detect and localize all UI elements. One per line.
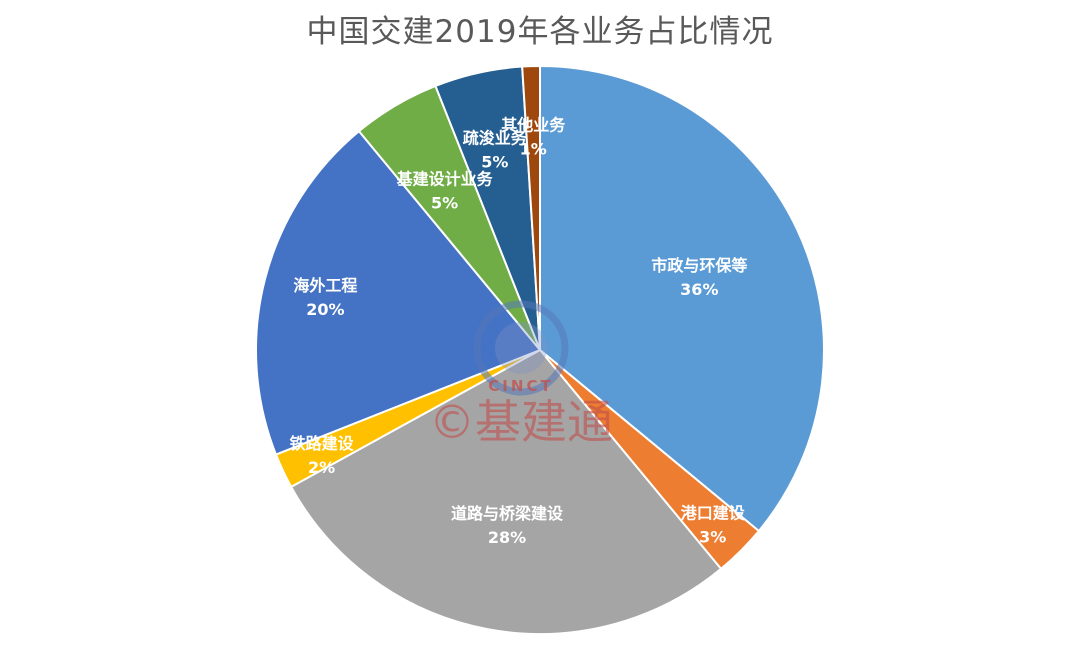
pie-slices [255,64,825,635]
watermark-brand-text: ©基建通 [429,395,613,449]
slice-category-label: 道路与桥梁建设 [451,504,564,523]
slice-value-label: 5% [481,153,508,172]
slice-value-label: 2% [308,458,335,477]
slice-category-label: 基建设计业务 [396,170,494,189]
watermark-ring-inner [495,322,547,374]
slice-category-label: 其他业务 [501,115,566,134]
slice-category-label: 港口建设 [681,504,746,523]
chart-title: 中国交建2019年各业务占比情况 [306,14,774,50]
slice-value-label: 28% [488,528,526,547]
slice-value-label: 1% [520,139,547,158]
watermark-cinct-text: CINCT [488,377,553,395]
slice-category-label: 疏浚业务 [463,129,528,148]
watermark: CINCT ©基建通 [429,300,613,449]
pie-labels: 市政与环保等 36% 港口建设 3% 道路与桥梁建设 28% 铁路建设 2% 海外工程 20% 基建… [290,115,748,547]
slice-category-label: 铁路建设 [290,434,355,453]
slice-category-label: 海外工程 [293,276,357,295]
slice-value-label: 20% [306,300,344,319]
pie-slice [539,64,825,533]
pie-slice [289,348,723,635]
watermark-ring-outer [473,300,569,396]
slice-value-label: 5% [431,194,458,213]
slice-category-label: 市政与环保等 [651,256,747,275]
slice-value-label: 3% [699,528,726,547]
pie-slice [255,129,542,456]
slice-value-label: 36% [680,280,718,299]
pie-slice [521,64,541,351]
